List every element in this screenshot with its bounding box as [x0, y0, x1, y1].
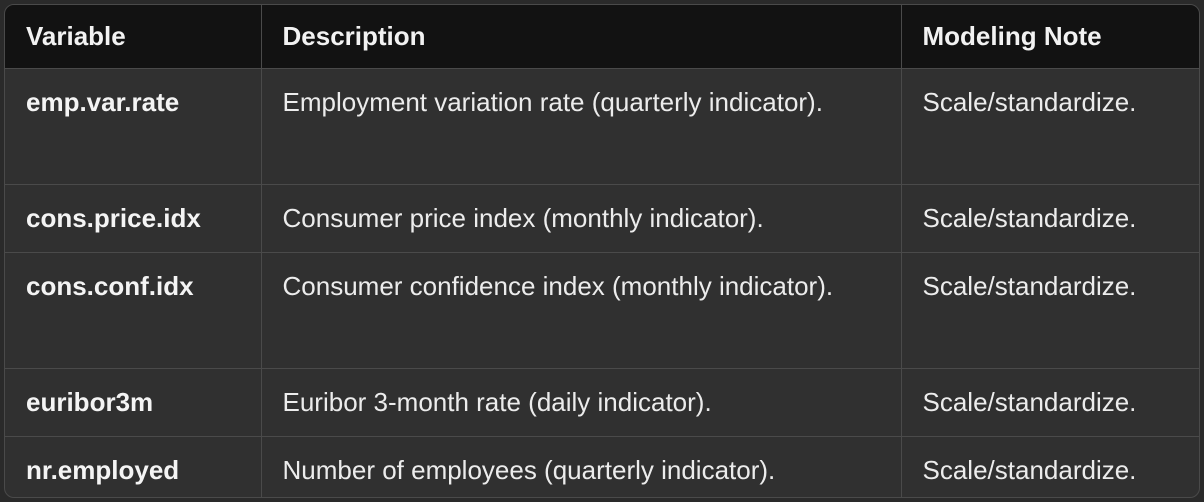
cell-description: Number of employees (quarterly indicator…: [261, 436, 902, 497]
cell-variable: nr.employed: [5, 436, 262, 497]
cell-variable: emp.var.rate: [5, 68, 262, 184]
header-modeling-note: Modeling Note: [922, 20, 1102, 51]
cell-variable: cons.conf.idx: [5, 252, 262, 368]
variables-table: Variable Description Modeling Note emp.v…: [5, 5, 1199, 497]
cell-note: Scale/standardize.: [922, 270, 1137, 301]
table-row: euribor3m Euribor 3-month rate (daily in…: [5, 368, 1199, 436]
table-header-row: Variable Description Modeling Note: [5, 5, 1199, 68]
cell-note: Scale/standardize.: [922, 386, 1137, 417]
cell-variable: euribor3m: [5, 368, 262, 436]
table-row: cons.conf.idx Consumer confidence index …: [5, 252, 1199, 368]
table-row: cons.price.idx Consumer price index (mon…: [5, 184, 1199, 252]
cell-note: Scale/standardize.: [922, 454, 1137, 485]
cell-variable: cons.price.idx: [5, 184, 262, 252]
cell-description: Euribor 3-month rate (daily indicator).: [261, 368, 902, 436]
cell-description: Consumer price index (monthly indicator)…: [261, 184, 902, 252]
header-description: Description: [261, 5, 902, 68]
table-row: emp.var.rate Employment variation rate (…: [5, 68, 1199, 184]
data-table-container: Variable Description Modeling Note emp.v…: [4, 4, 1200, 498]
table-row: nr.employed Number of employees (quarter…: [5, 436, 1199, 497]
header-variable: Variable: [5, 5, 262, 68]
cell-note: Scale/standardize.: [922, 86, 1137, 117]
cell-description: Employment variation rate (quarterly ind…: [261, 68, 902, 184]
cell-note: Scale/standardize.: [922, 202, 1137, 233]
cell-description: Consumer confidence index (monthly indic…: [261, 252, 902, 368]
